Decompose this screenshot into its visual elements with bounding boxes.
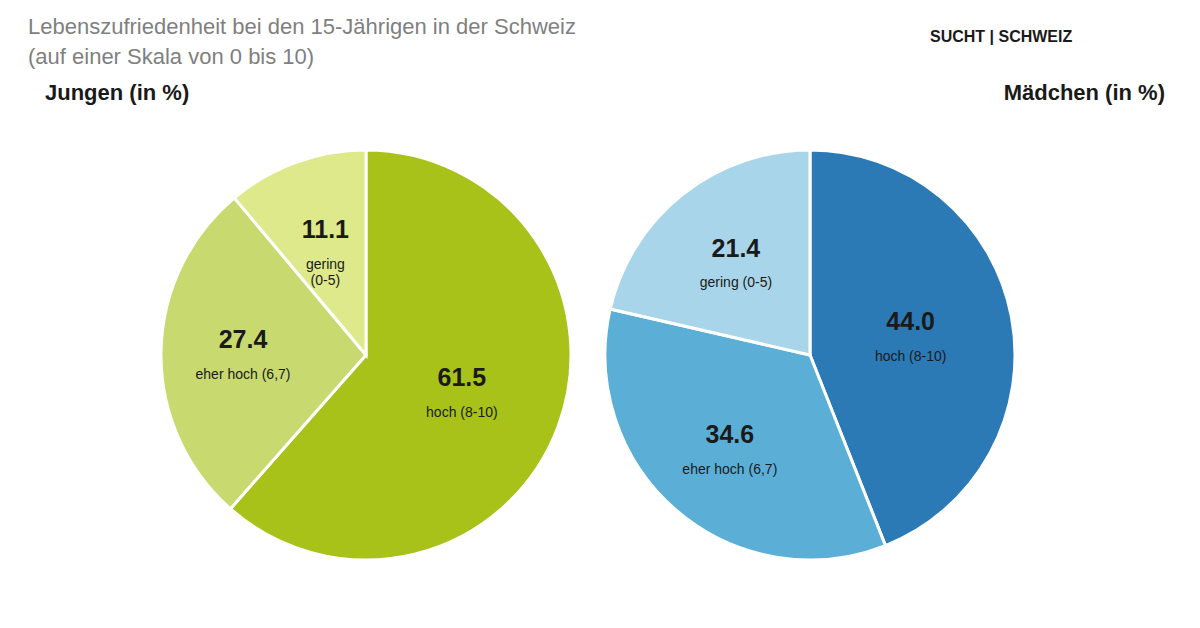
- svg-text:44.0: 44.0: [886, 307, 935, 335]
- svg-text:27.4: 27.4: [219, 325, 268, 353]
- svg-text:eher hoch (6,7): eher hoch (6,7): [196, 366, 291, 382]
- svg-text:hoch (8-10): hoch (8-10): [426, 404, 498, 420]
- html-text:Mädchen (in %): Mädchen (in %): [1003, 80, 1165, 105]
- svg-text:11.1: 11.1: [302, 215, 349, 243]
- svg-text:gering (0-5): gering (0-5): [700, 274, 772, 290]
- html-text:SUCHT | SCHWEIZ: SUCHT | SCHWEIZ: [930, 28, 1073, 45]
- svg-text:hoch (8-10): hoch (8-10): [875, 348, 947, 364]
- svg-text:61.5: 61.5: [438, 363, 487, 391]
- svg-text:gering(0-5): gering(0-5): [306, 256, 345, 288]
- html-text:(auf einer Skala von 0 bis 10): (auf einer Skala von 0 bis 10): [28, 44, 315, 69]
- html-text:Jungen (in %): Jungen (in %): [45, 80, 190, 105]
- html-text:Lebenszufriedenheit bei den 15: Lebenszufriedenheit bei den 15-Jährigen …: [28, 14, 576, 39]
- svg-text:34.6: 34.6: [705, 420, 754, 448]
- svg-text:eher hoch (6,7): eher hoch (6,7): [682, 461, 777, 477]
- svg-text:21.4: 21.4: [712, 234, 761, 262]
